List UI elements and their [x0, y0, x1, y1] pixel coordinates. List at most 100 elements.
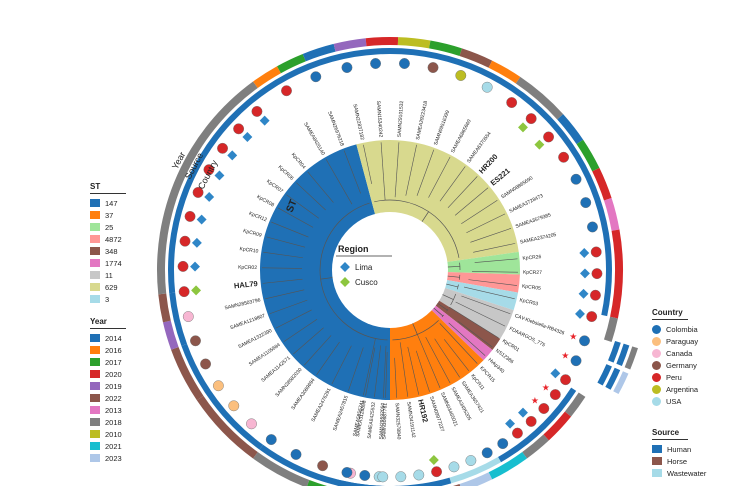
legend-swatch: [652, 372, 661, 382]
country-legend-item: Colombia: [652, 323, 698, 335]
tip-label: SAMN29101532: [397, 100, 406, 137]
legend-label: 629: [105, 282, 118, 292]
year-ring-segment: [171, 346, 204, 401]
tree-branch: [471, 271, 518, 273]
star-icon: ★: [569, 333, 577, 343]
year-ring-segment: [196, 395, 258, 459]
tree-branch: [439, 166, 466, 202]
country-dot: [192, 187, 204, 198]
country-dot: [290, 449, 302, 460]
country-dot: [538, 403, 550, 414]
country-dot: [525, 415, 537, 427]
source-legend: Source Human Horse Wastewater: [652, 428, 706, 479]
region-diamond-icon: [191, 237, 202, 248]
region-diamond-icon: [518, 122, 528, 133]
tree-branch: [271, 221, 309, 238]
country-dot: [281, 85, 292, 97]
tree-center-disc: [332, 212, 448, 328]
tree-branch: [380, 142, 386, 201]
tree-branch: [461, 295, 511, 315]
tree-branch: [262, 278, 303, 284]
tree-branch: [394, 142, 400, 198]
region-legend-title: Region: [338, 244, 369, 254]
tree-branch: [385, 351, 388, 398]
clade-sector: [427, 302, 493, 361]
region-diamond-icon: [190, 261, 200, 272]
country-dot: [310, 71, 322, 83]
tip-label: SAMN34191142: [405, 401, 416, 438]
tree-branch: [416, 149, 435, 196]
legend-swatch: [652, 469, 662, 477]
legend-label: Wastewater: [667, 468, 707, 478]
country-dot: [591, 268, 603, 280]
country-dot: [590, 289, 601, 301]
tree-branch: [439, 323, 478, 364]
st-ring-label: ST: [285, 198, 300, 214]
tip-label: SAMEA3728473: [508, 193, 544, 215]
legend-label: 2021: [105, 441, 122, 451]
tree-branch: [473, 243, 516, 253]
country-dot: [177, 260, 189, 272]
tip-label: HR192: [416, 398, 430, 423]
country-dot: [525, 113, 537, 125]
st-legend-item: 4872: [90, 233, 126, 245]
clade-sector: [434, 286, 514, 339]
country-dot: [558, 151, 570, 163]
tip-label: SAMEA2374205: [520, 232, 558, 246]
country-legend: Country Colombia Paraguay Canada Germany Per…: [652, 308, 698, 407]
legend-label: Horse: [667, 456, 688, 466]
legend-label: Human: [667, 444, 692, 454]
country-dot: [560, 374, 571, 386]
year-legend-item: 2018: [90, 416, 126, 428]
tree-branch: [461, 200, 498, 224]
st-legend-item: 348: [90, 245, 126, 257]
tree-branch: [463, 286, 515, 300]
tree-branch: [348, 347, 364, 392]
country-legend-title: Country: [652, 308, 683, 317]
tip-label: KpCR01: [501, 338, 520, 353]
year-ring-segment: [488, 60, 521, 84]
year-ring-segment: [277, 53, 306, 74]
legend-swatch: [90, 334, 100, 342]
tree-branch: [265, 289, 305, 300]
legend-label: 348: [105, 246, 118, 256]
country-dot: [590, 246, 602, 258]
year-ring-segment: [253, 452, 310, 486]
year-legend-item: 2023: [90, 452, 126, 464]
tree-branch: [343, 150, 361, 194]
tip-label: KpCR05: [522, 284, 542, 292]
country-dot: [481, 447, 493, 459]
country-dot: [580, 197, 592, 209]
st-legend: ST 147 37 25 4872 348 1774 11 629 3: [90, 182, 126, 305]
region-diamond-icon: [579, 248, 590, 258]
legend-swatch: [652, 360, 661, 370]
legend-label: Paraguay: [666, 336, 699, 346]
tree-branch: [415, 350, 430, 392]
legend-label: 2016: [105, 345, 122, 355]
legend-label: 2023: [105, 453, 122, 463]
year-ring-segment: [162, 320, 179, 350]
year-legend-item: 2021: [90, 440, 126, 452]
tip-label: KpCR27: [523, 270, 542, 276]
country-dot: [341, 62, 353, 73]
year-ring-segment: [564, 392, 586, 417]
tip-label: SAMEA3579385: [515, 212, 552, 230]
tip-label: SAMN22837182: [351, 103, 365, 140]
legend-swatch: [90, 199, 100, 207]
region-diamond-icon: [580, 268, 590, 279]
legend-swatch: [652, 384, 661, 394]
tree-branch: [277, 207, 314, 228]
tree-branch: [304, 335, 332, 366]
year-ring-segment: [459, 472, 493, 486]
country-dot: [217, 142, 228, 154]
country-dot: [465, 455, 477, 466]
legend-swatch: [652, 396, 661, 406]
legend-swatch: [90, 418, 100, 426]
tip-label: ES221: [489, 166, 512, 187]
legend-swatch: [90, 295, 100, 303]
legend-label: 147: [105, 198, 118, 208]
country-dot: [251, 106, 263, 117]
country-dot: [359, 470, 371, 481]
tree-branch: [425, 336, 451, 384]
tree-branch: [363, 338, 376, 396]
